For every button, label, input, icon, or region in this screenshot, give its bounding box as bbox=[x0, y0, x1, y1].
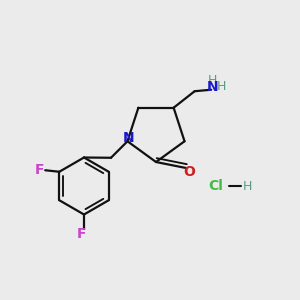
Text: Cl: Cl bbox=[208, 179, 224, 193]
Text: F: F bbox=[35, 163, 45, 177]
Text: N: N bbox=[123, 131, 135, 145]
Text: N: N bbox=[207, 80, 219, 94]
Text: F: F bbox=[76, 227, 86, 241]
Text: H: H bbox=[217, 80, 226, 93]
Text: H: H bbox=[208, 74, 218, 87]
Text: H: H bbox=[243, 179, 252, 193]
Text: O: O bbox=[183, 165, 195, 178]
